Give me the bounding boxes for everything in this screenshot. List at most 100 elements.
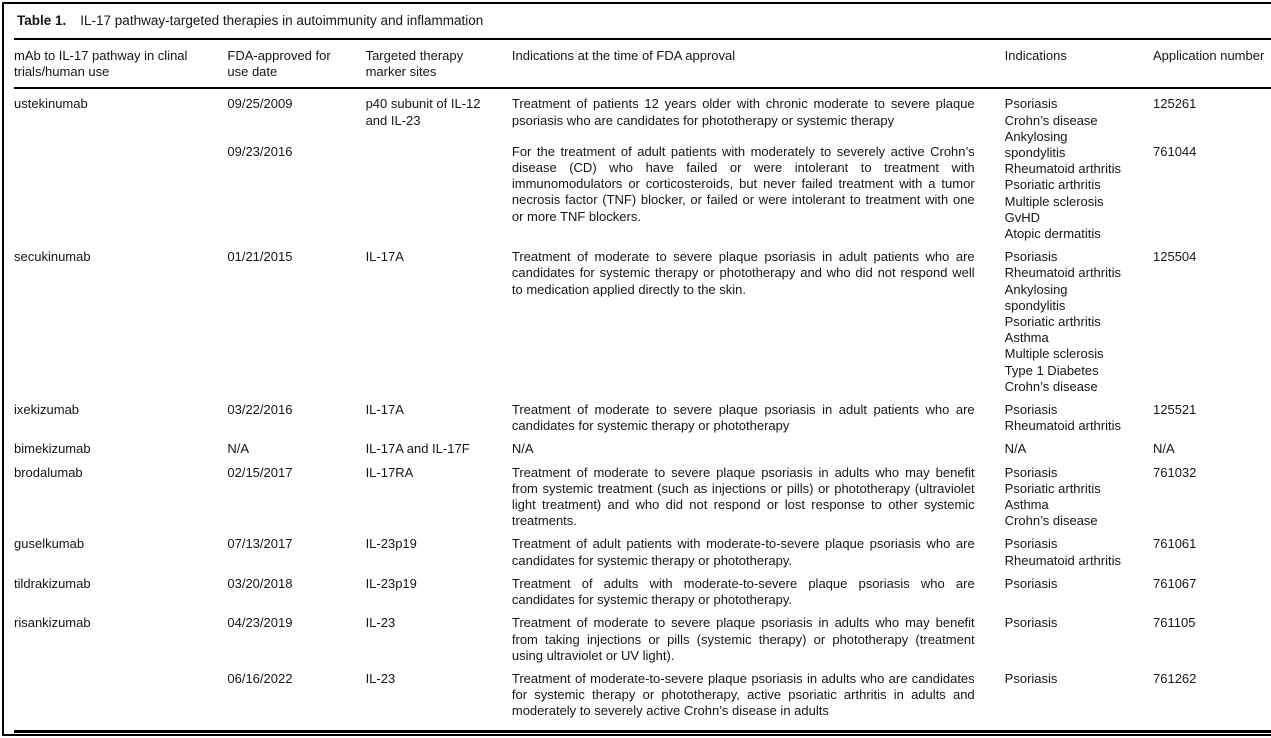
table-row: 06/16/2022 IL-23 Treatment of moderate-to-… <box>14 664 1271 720</box>
column-header-fda-date: FDA-approved for use date <box>227 40 366 90</box>
indication-item: Psoriasis <box>1004 464 1058 480</box>
target-sites-cell <box>366 137 512 242</box>
fda-indication-cell: Treatment of moderate to severe plaque p… <box>511 402 975 434</box>
header-row: mAb to IL-17 pathway in clinal trials/hu… <box>14 40 1271 90</box>
indication-item: Multiple sclerosis <box>1004 346 1104 362</box>
indication-item: Rheumatoid arthritis <box>1004 552 1121 568</box>
target-sites-cell: IL-23 <box>365 615 396 631</box>
application-number-cell: 761067 <box>1153 575 1197 591</box>
mab-name-cell: risankizumab <box>14 615 91 631</box>
indication-item: Crohn’s disease <box>1004 513 1098 529</box>
indication-item: Crohn’s disease <box>1004 378 1098 394</box>
indications-cell: N/A <box>1005 434 1153 457</box>
indication-item: Crohn’s disease <box>1004 112 1098 128</box>
indications-cell: Psoriasis Rheumatoid arthritis <box>1005 529 1153 568</box>
fda-indication-cell: For the treatment of adult patients with… <box>511 143 975 224</box>
fda-indication-cell: Treatment of adult patients with moderat… <box>511 536 975 568</box>
application-number-cell: 761262 <box>1153 670 1197 686</box>
column-header-indications: Indications <box>1004 40 1154 90</box>
indication-item: Ankylosing spondylitis <box>1004 281 1068 313</box>
fda-date-cell: 01/21/2015 <box>227 249 293 265</box>
target-sites-cell: p40 subunit of IL-12 and IL-23 <box>365 96 481 128</box>
indication-item: Multiple sclerosis <box>1004 193 1104 209</box>
table-row: ustekinumab 09/25/2009 p40 subunit of IL-1… <box>14 88 1271 241</box>
indication-item: GvHD <box>1004 209 1041 225</box>
indication-item: Rheumatoid arthritis <box>1004 265 1121 281</box>
table-header: mAb to IL-17 pathway in clinal trials/hu… <box>14 40 1271 90</box>
target-sites-cell: IL-17A <box>365 249 404 265</box>
fda-date-cell: 04/23/2019 <box>227 615 293 631</box>
table-caption: Table 1. IL-17 pathway-targeted therapies… <box>14 4 1271 40</box>
fda-indication-cell: Treatment of moderate-to-severe plaque p… <box>511 670 975 719</box>
fda-date-cell: 02/15/2017 <box>227 464 293 480</box>
application-number-cell: 125504 <box>1153 249 1197 265</box>
indications-cell: Psoriasis Rheumatoid arthritis <box>1005 395 1153 434</box>
indications-cell: Psoriasis Psoriatic arthritis Asthma Crohn’… <box>1005 458 1153 530</box>
table-row: brodalumab 02/15/2017 IL-17RA Treatment of … <box>14 458 1271 530</box>
table-row: tildrakizumab 03/20/2018 IL-23p19 Treatment… <box>14 569 1271 608</box>
target-sites-cell: IL-23p19 <box>365 575 417 591</box>
indication-item: Psoriatic arthritis <box>1004 314 1101 330</box>
indication-item: Asthma <box>1004 330 1049 346</box>
indications-cell: Psoriasis Crohn’s disease Ankylosing spond… <box>1005 88 1153 242</box>
indication-item: Psoriasis <box>1004 575 1058 591</box>
indication-item: Psoriasis <box>1004 536 1058 552</box>
mab-name-cell: secukinumab <box>14 249 91 265</box>
table-row: guselkumab 07/13/2017 IL-23p19 Treatment of… <box>14 529 1271 568</box>
indications-cell: Psoriasis Rheumatoid arthritis Ankylosing … <box>1005 242 1153 395</box>
application-number-cell: 761061 <box>1153 536 1197 552</box>
column-header-fda-indications: Indications at the time of FDA approval <box>511 40 1005 90</box>
target-sites-cell: IL-17A <box>365 402 404 418</box>
column-header-target-sites: Targeted therapy marker sites <box>365 40 512 90</box>
indication-item: Rheumatoid arthritis <box>1004 418 1121 434</box>
indication-item: Psoriasis <box>1004 615 1058 631</box>
application-number-cell: 125521 <box>1153 402 1197 418</box>
fda-indication-cell: Treatment of patients 12 years older wit… <box>511 96 975 128</box>
indication-item: Atopic dermatitis <box>1004 226 1101 242</box>
application-number-cell: N/A <box>1153 441 1175 457</box>
fda-indication-cell: Treatment of moderate to severe plaque p… <box>511 249 975 297</box>
therapies-table: mAb to IL-17 pathway in clinal trials/hu… <box>14 40 1271 720</box>
table-label: Table 1. <box>17 13 67 28</box>
table-row: bimekizumab N/A IL-17A and IL-17F N/A N/A N/A <box>14 434 1271 457</box>
indication-item: Psoriatic arthritis <box>1004 480 1101 496</box>
indication-item: Psoriasis <box>1004 96 1058 112</box>
fda-date-cell: N/A <box>227 441 250 457</box>
mab-name-cell: ustekinumab <box>14 96 88 112</box>
fda-indication-cell: Treatment of moderate to severe plaque p… <box>511 615 975 663</box>
fda-date-cell: 09/25/2009 <box>227 96 293 112</box>
indication-item: Asthma <box>1004 497 1049 513</box>
fda-date-cell: 07/13/2017 <box>227 536 293 552</box>
fda-date-cell: 06/16/2022 <box>227 670 293 686</box>
table-row: secukinumab 01/21/2015 IL-17A Treatment of … <box>14 242 1271 395</box>
indication-item: Type 1 Diabetes <box>1004 362 1099 378</box>
table-body: ustekinumab 09/25/2009 p40 subunit of IL-1… <box>14 88 1271 719</box>
target-sites-cell: IL-23p19 <box>365 536 417 552</box>
target-sites-cell: IL-17RA <box>365 464 414 480</box>
indications-cell: Psoriasis <box>1005 608 1153 664</box>
fda-date-cell: 03/22/2016 <box>227 402 293 418</box>
table-row: ixekizumab 03/22/2016 IL-17A Treatment of m… <box>14 395 1271 434</box>
application-number-cell: 761044 <box>1153 143 1197 159</box>
indications-cell: Psoriasis <box>1005 664 1153 720</box>
indication-item: Rheumatoid arthritis <box>1004 161 1121 177</box>
fda-indication-cell: Treatment of moderate to severe plaque p… <box>511 464 975 529</box>
mab-name-cell: ixekizumab <box>14 402 80 418</box>
application-number-cell: 125261 <box>1153 96 1197 112</box>
table-row: risankizumab 04/23/2019 IL-23 Treatment of … <box>14 608 1271 664</box>
fda-indication-cell: N/A <box>511 441 534 457</box>
table-row: 09/23/2016 For the treatment of adult pat… <box>14 137 1271 242</box>
application-number-cell: 761105 <box>1153 615 1196 631</box>
table-title: IL-17 pathway-targeted therapies in auto… <box>80 13 484 28</box>
target-sites-cell: IL-23 <box>365 670 396 686</box>
indication-item: N/A <box>1004 441 1027 457</box>
indication-item: Psoriasis <box>1004 249 1058 265</box>
indications-cell: Psoriasis <box>1005 569 1153 608</box>
indication-item: Psoriatic arthritis <box>1004 177 1101 193</box>
application-number-cell: 761032 <box>1153 464 1197 480</box>
mab-name-cell: brodalumab <box>14 464 83 480</box>
fda-date-cell: 03/20/2018 <box>227 575 293 591</box>
table-bottom-rule <box>14 729 1271 733</box>
fda-indication-cell: Treatment of adults with moderate-to-sev… <box>511 575 975 608</box>
mab-name-cell: tildrakizumab <box>14 575 91 591</box>
